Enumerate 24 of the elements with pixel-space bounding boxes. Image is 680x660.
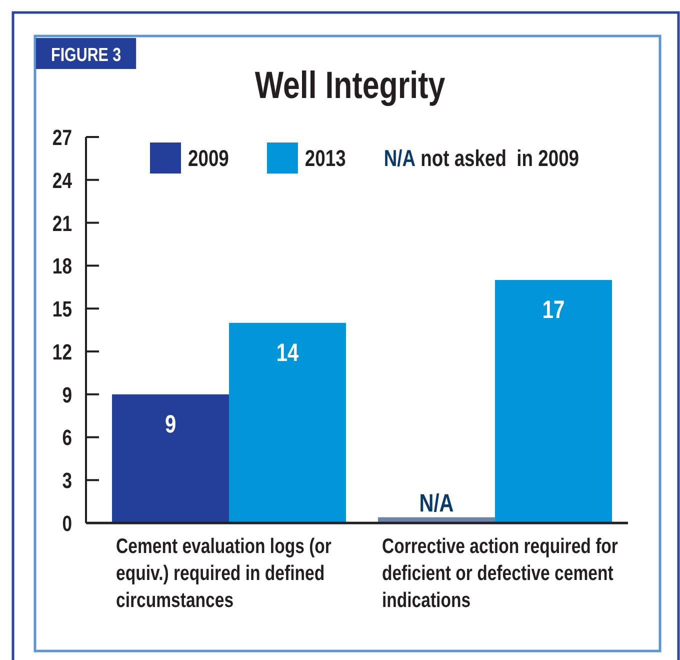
legend-label: 2009	[188, 146, 229, 172]
y-tick-label: 3	[62, 469, 72, 494]
y-tick-label: 0	[62, 512, 72, 537]
bar	[494, 280, 612, 523]
y-tick-label: 27	[52, 126, 72, 151]
data-label: 14	[276, 338, 300, 366]
x-tick-label: Cement evaluation logs (or equiv.) required in defined circumstances	[116, 535, 332, 613]
y-tick-label: 6	[62, 426, 72, 451]
y-tick-label: 18	[52, 254, 72, 280]
data-label: 17	[542, 296, 565, 324]
y-tick-label: 15	[52, 298, 72, 322]
caption: FIGURE 3	[51, 43, 122, 66]
data-label: 9	[164, 410, 176, 438]
bar	[112, 394, 230, 523]
chart-title: Well Integrity	[254, 64, 446, 107]
data-label: N/A	[419, 489, 454, 517]
annotation: N/A not asked in 2009	[384, 146, 580, 172]
legend-label: 2013	[304, 146, 346, 172]
y-tick-label: 24	[52, 169, 72, 194]
x-tick-label: Corrective action required for deficient or defective cement indications	[382, 535, 618, 613]
bar	[229, 322, 346, 523]
y-tick-label: 12	[52, 340, 72, 365]
y-tick-label: 9	[62, 384, 72, 408]
y-tick-label: 21	[52, 212, 72, 236]
